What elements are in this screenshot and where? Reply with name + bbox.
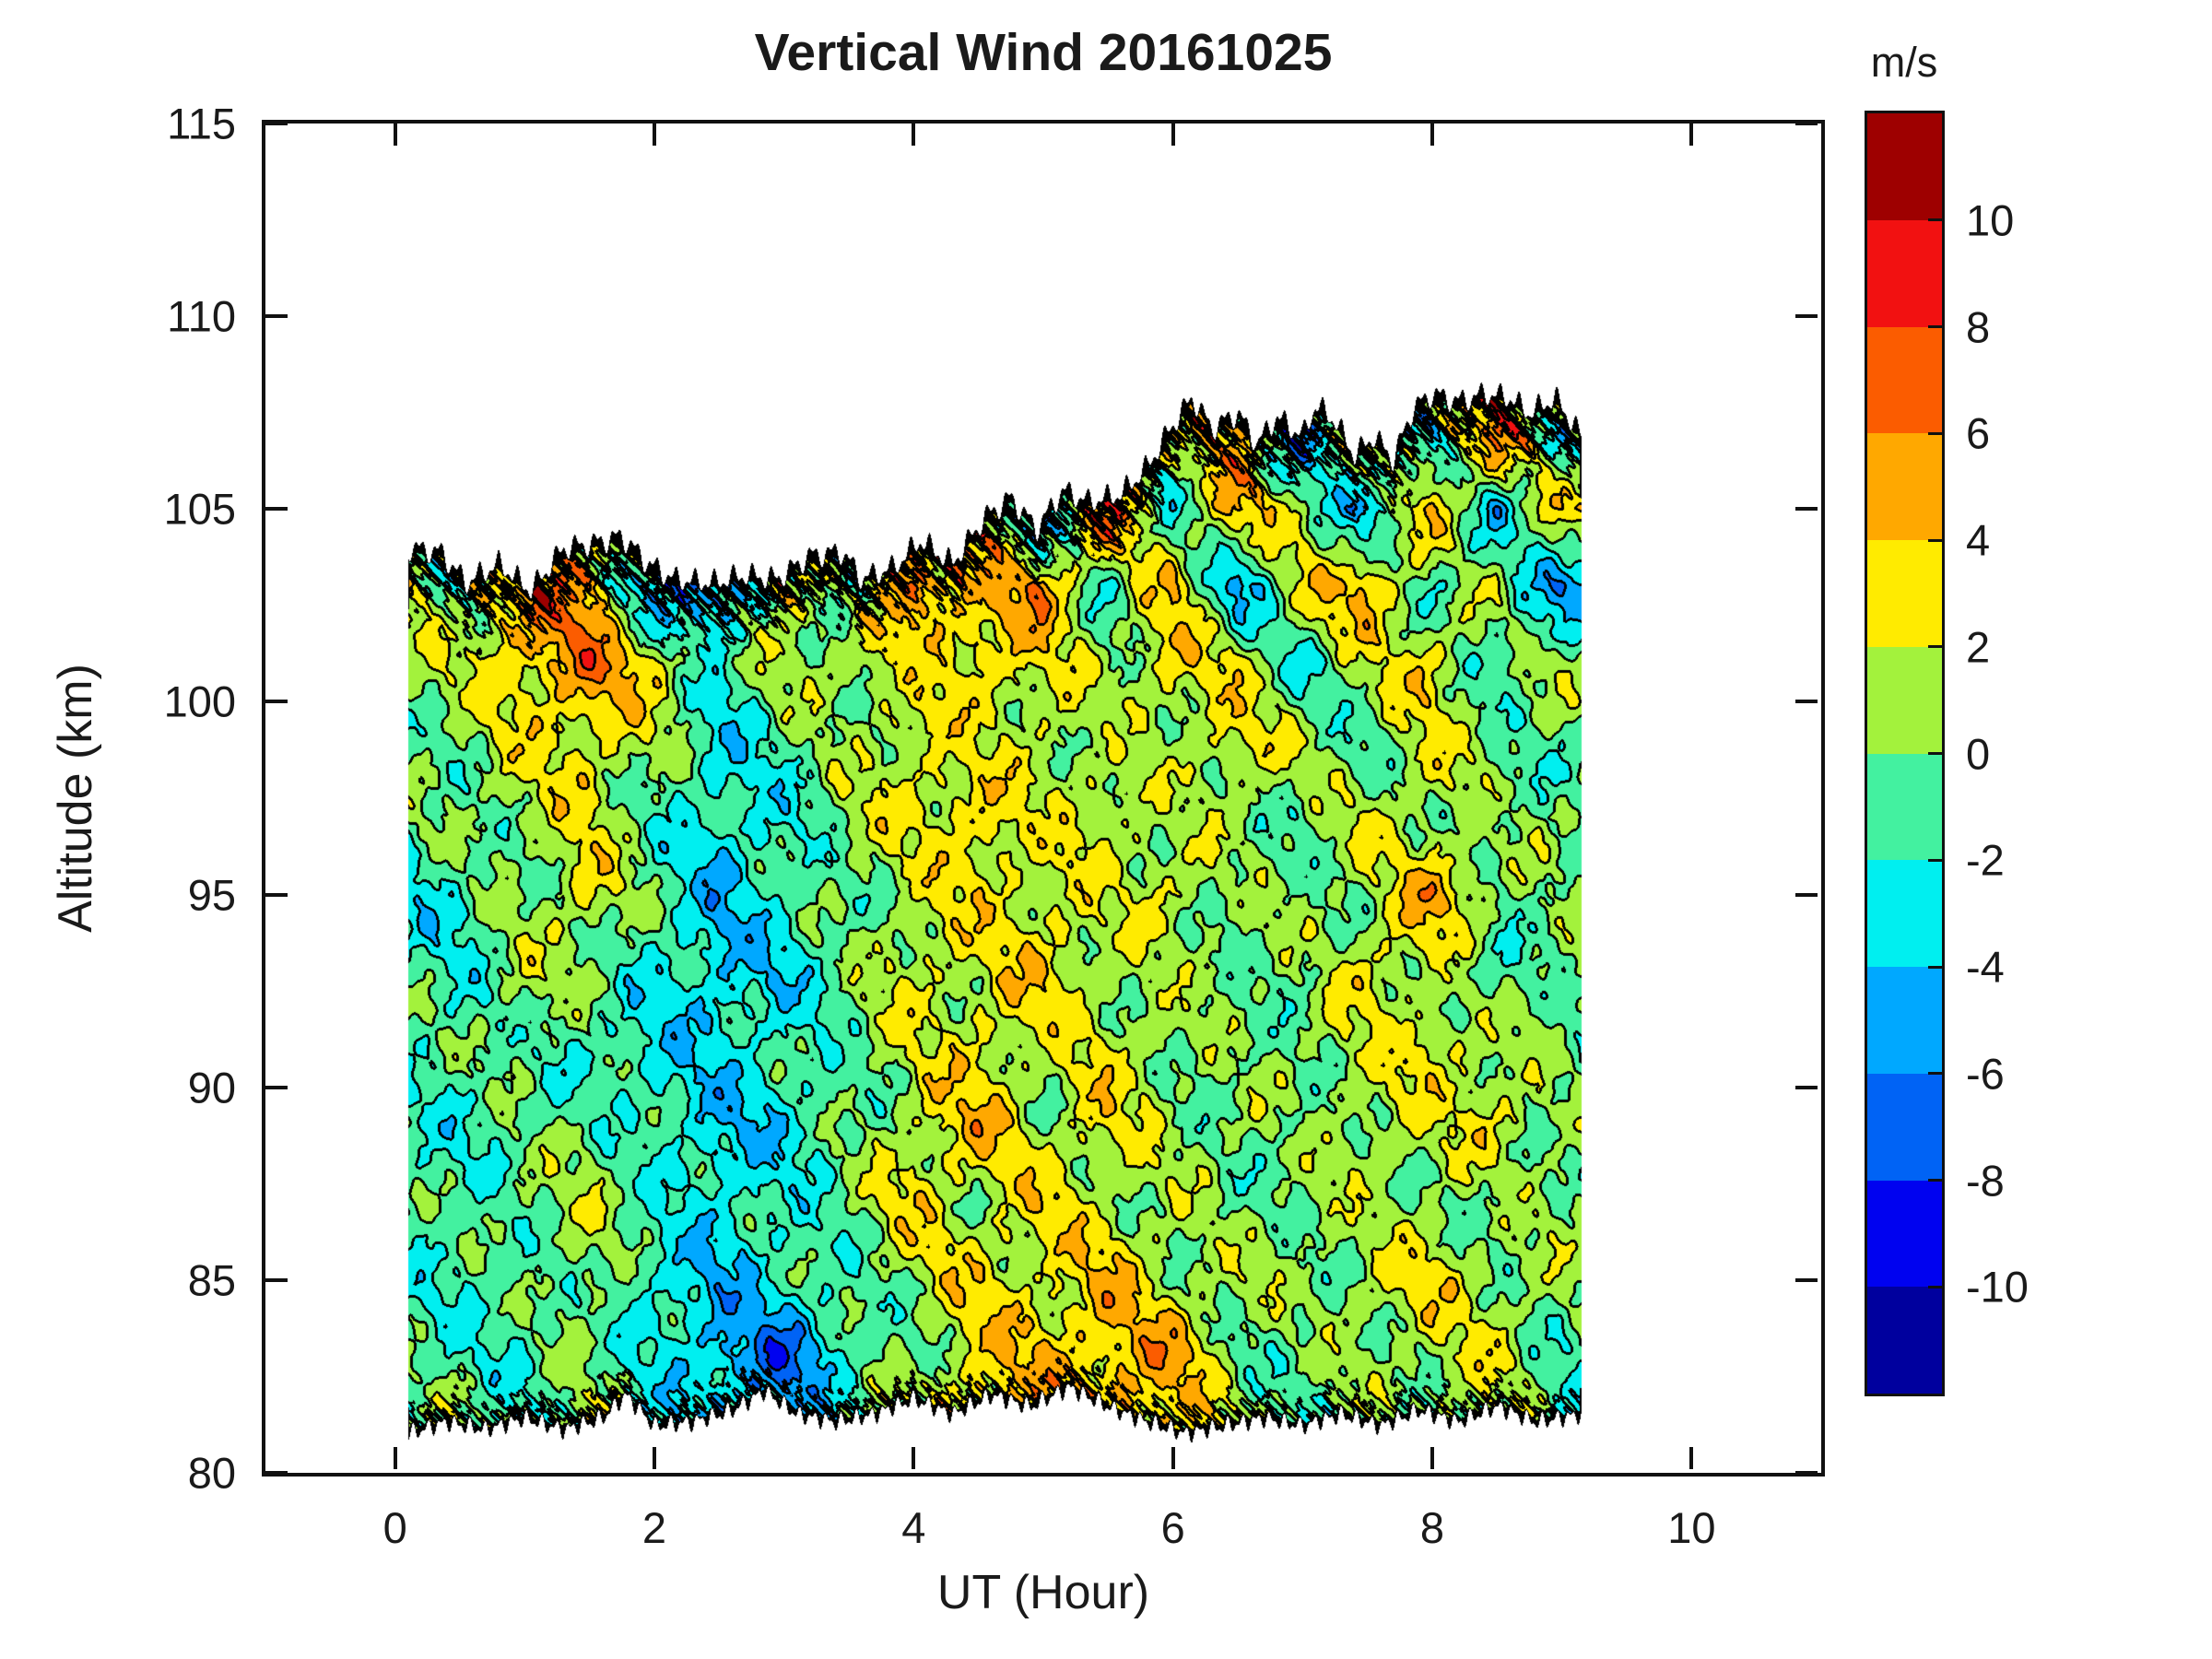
y-axis-tick-right	[1795, 507, 1818, 512]
colorbar-tick-label: 2	[1966, 622, 1991, 672]
x-axis-tick	[1171, 1447, 1175, 1469]
colorbar-segment	[1867, 860, 1942, 967]
colorbar-tick-label: -2	[1966, 835, 2005, 885]
x-axis-tick-top	[1171, 124, 1175, 146]
colorbar-segment	[1867, 753, 1942, 861]
colorbar-segment	[1867, 646, 1942, 754]
y-tick-label: 105	[163, 484, 236, 534]
y-tick-label: 80	[187, 1448, 236, 1498]
y-axis-tick	[265, 507, 288, 512]
x-tick-label: 4	[901, 1503, 926, 1552]
chart-title: Vertical Wind 20161025	[754, 23, 1333, 82]
x-tick-label: 8	[1419, 1503, 1445, 1552]
x-axis-tick	[1689, 1447, 1694, 1469]
x-axis-tick-top	[1430, 124, 1434, 146]
x-axis-tick	[653, 1447, 656, 1469]
colorbar-tick-label: 0	[1966, 729, 1991, 778]
y-tick-label: 100	[163, 677, 236, 726]
colorbar-segment	[1867, 540, 1942, 647]
colorbar-tick-label: -4	[1966, 942, 2005, 992]
x-axis-tick	[1430, 1447, 1434, 1469]
colorbar-tick	[1928, 431, 1942, 435]
y-axis-tick-right	[1795, 122, 1818, 125]
y-axis-tick-right	[1795, 1085, 1818, 1089]
y-axis-tick	[265, 314, 288, 319]
colorbar-tick-label: 6	[1966, 408, 1991, 458]
x-tick-label: 2	[641, 1503, 667, 1552]
x-tick-label: 6	[1160, 1503, 1185, 1552]
colorbar-tick-label: 10	[1966, 195, 2015, 245]
y-tick-label: 115	[167, 99, 236, 148]
x-tick-label: 10	[1667, 1503, 1716, 1552]
colorbar-segment	[1867, 967, 1942, 1074]
colorbar-tick	[1928, 645, 1942, 649]
x-tick-label: 0	[382, 1503, 407, 1552]
colorbar-segment	[1867, 1287, 1942, 1394]
colorbar-tick	[1928, 858, 1942, 862]
y-axis-tick	[265, 122, 288, 125]
y-axis-tick-right	[1795, 1277, 1818, 1282]
colorbar-tick-label: 8	[1966, 302, 1991, 351]
plot-area	[262, 120, 1825, 1477]
colorbar-tick	[1928, 1285, 1942, 1288]
x-axis-tick-top	[1689, 124, 1694, 146]
colorbar-tick-label: 4	[1966, 515, 1991, 565]
y-tick-label: 85	[187, 1255, 236, 1305]
colorbar-tick	[1928, 752, 1942, 755]
x-axis-tick-top	[393, 124, 397, 146]
colorbar-segment	[1867, 219, 1942, 327]
colorbar-unit-label: m/s	[1870, 39, 1938, 86]
colorbar-segment	[1867, 1073, 1942, 1181]
x-axis-tick-top	[653, 124, 656, 146]
x-axis-tick	[912, 1447, 916, 1469]
y-axis-tick	[265, 1277, 288, 1282]
y-axis-tick	[265, 1471, 288, 1475]
y-tick-label: 90	[187, 1063, 236, 1112]
y-axis-tick-right	[1795, 314, 1818, 319]
y-axis-tick	[265, 700, 288, 704]
colorbar-tick	[1928, 965, 1942, 969]
x-axis-tick-top	[912, 124, 916, 146]
contour-canvas	[265, 124, 1821, 1473]
colorbar-tick	[1928, 1179, 1942, 1182]
colorbar-segment	[1867, 113, 1942, 220]
y-axis-tick-right	[1795, 892, 1818, 897]
colorbar-segment	[1867, 433, 1942, 540]
y-tick-label: 110	[167, 291, 236, 341]
x-axis-tick	[393, 1447, 397, 1469]
colorbar-tick	[1928, 1072, 1942, 1076]
y-axis-label: Altitude (km)	[49, 664, 102, 933]
y-tick-label: 95	[187, 870, 236, 920]
y-axis-tick	[265, 892, 288, 897]
y-axis-tick	[265, 1085, 288, 1089]
colorbar-tick	[1928, 218, 1942, 222]
colorbar-tick-label: -8	[1966, 1156, 2005, 1205]
colorbar-tick-label: -6	[1966, 1049, 2005, 1099]
colorbar-tick	[1928, 325, 1942, 328]
colorbar	[1865, 111, 1945, 1396]
colorbar-segment	[1867, 326, 1942, 434]
colorbar-tick	[1928, 538, 1942, 542]
x-axis-label: UT (Hour)	[936, 1566, 1150, 1619]
y-axis-tick-right	[1795, 700, 1818, 704]
colorbar-segment	[1867, 1180, 1942, 1288]
y-axis-tick-right	[1795, 1471, 1818, 1475]
colorbar-tick-label: -10	[1966, 1262, 2029, 1312]
